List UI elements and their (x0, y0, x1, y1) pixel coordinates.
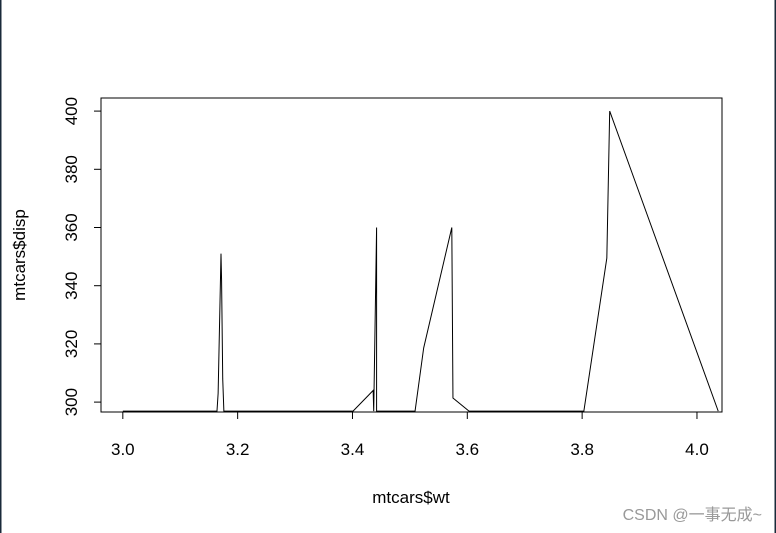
y-tick-label: 320 (62, 330, 81, 358)
y-tick-label: 400 (62, 97, 81, 125)
x-tick-label: 3.4 (341, 440, 365, 459)
y-axis-label: mtcars$disp (10, 209, 29, 301)
x-tick-label: 3.8 (570, 440, 594, 459)
x-tick-label: 3.2 (226, 440, 250, 459)
y-tick-label: 380 (62, 155, 81, 183)
x-tick-label: 4.0 (685, 440, 709, 459)
x-tick-label: 3.0 (111, 440, 135, 459)
line (122, 110, 719, 412)
y-tick-label: 360 (62, 213, 81, 241)
y-tick-label: 300 (62, 388, 81, 416)
y-tick-label: 340 (62, 272, 81, 300)
x-tick-label: 3.6 (455, 440, 479, 459)
x-axis-label: mtcars$wt (372, 488, 450, 507)
watermark: CSDN @一事无成~ (623, 506, 762, 524)
